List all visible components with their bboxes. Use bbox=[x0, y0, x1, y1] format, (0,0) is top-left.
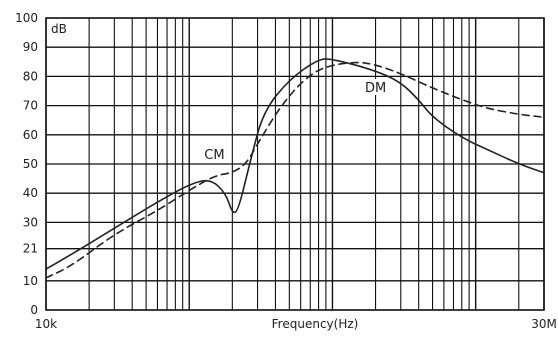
x-tick-label: 10k bbox=[35, 317, 57, 331]
annotation-bg bbox=[200, 146, 229, 163]
annotation-bg bbox=[361, 79, 390, 95]
grid-layer bbox=[45, 17, 545, 311]
y-tick-label: 10 bbox=[23, 274, 38, 288]
x-axis-title: Frequency(Hz) bbox=[272, 317, 359, 331]
x-tick-label: 30M bbox=[531, 317, 557, 331]
series-line-dm bbox=[45, 58, 545, 270]
y-tick-label: 100 bbox=[15, 11, 38, 25]
labels-layer: 0 10 21 30 40 50 60 70 80 90 100 10k 30M Frequency(Hz… bbox=[15, 11, 557, 331]
y-unit-bg bbox=[48, 21, 68, 36]
y-tick-label: 70 bbox=[23, 99, 38, 113]
y-tick-label: 40 bbox=[23, 186, 38, 200]
y-tick-label: 0 bbox=[30, 303, 38, 317]
annotation-dm: DM bbox=[365, 81, 386, 96]
y-axis-unit-label: dB bbox=[51, 22, 67, 36]
y-tick-label: 90 bbox=[23, 40, 38, 54]
series-layer bbox=[45, 58, 545, 279]
y-tick-label: 50 bbox=[23, 157, 38, 171]
y-tick-label: 30 bbox=[23, 215, 38, 229]
y-tick-label: 60 bbox=[23, 128, 38, 142]
y-tick-label: 80 bbox=[23, 69, 38, 83]
plot-border bbox=[45, 17, 545, 311]
y-tick-label: 21 bbox=[23, 242, 38, 256]
series-line-cm bbox=[45, 61, 545, 279]
annotation-cm: CM bbox=[204, 148, 224, 163]
